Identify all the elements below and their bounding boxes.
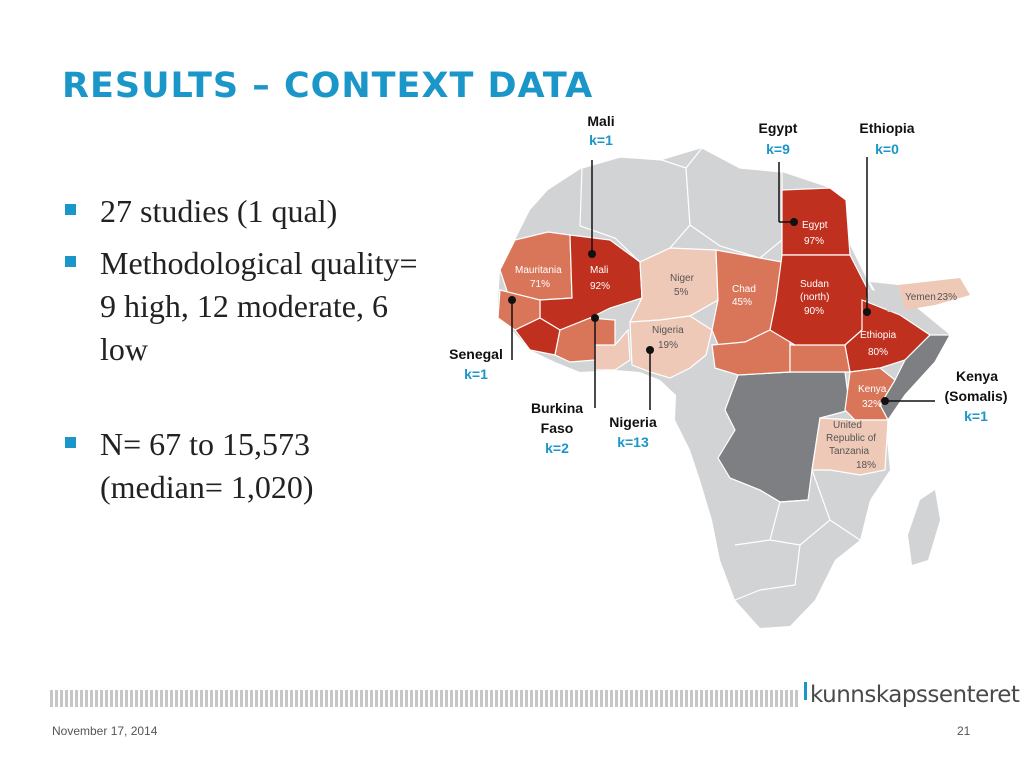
logo-bar-icon (804, 682, 807, 700)
callout-dot-kenya (881, 397, 889, 405)
callout-label-senegal: Senegal (449, 346, 503, 362)
callout-dot-mali (588, 250, 596, 258)
callout-label-ethiopia: Ethiopia (859, 120, 914, 136)
bullet-list: 27 studies (1 qual) Methodological quali… (62, 190, 422, 518)
bullet-item: N= 67 to 15,573 (median= 1,020) (62, 423, 422, 509)
callout-k-burkina-faso: k=2 (545, 440, 569, 456)
country-egypt (781, 187, 851, 256)
country-south-sudan (789, 344, 851, 373)
callout-dot-nigeria (646, 346, 654, 354)
country-arabia-partial (870, 282, 905, 312)
country-label: Kenya (858, 384, 887, 395)
callout-label-kenya: (Somalis) (944, 388, 1007, 404)
country-value: 90% (804, 306, 824, 317)
country-value: 23% (937, 292, 957, 303)
callout-label-nigeria: Nigeria (609, 414, 657, 430)
square-bullet-icon (65, 204, 76, 215)
footer-date: November 17, 2014 (52, 724, 158, 738)
page-number: 21 (957, 724, 971, 738)
country-value: 92% (590, 281, 610, 292)
footer-stripe (50, 690, 800, 707)
country-value: 97% (804, 236, 824, 247)
country-label: Niger (670, 273, 695, 284)
country-label: Republic of (826, 433, 876, 444)
country-kenya (844, 367, 896, 421)
country-label: Chad (732, 284, 756, 295)
country-value: 71% (530, 279, 550, 290)
callout-dot-burkina-faso (591, 314, 599, 322)
callout-label-burkina-faso: Burkina (531, 400, 583, 416)
country-label: Ethiopia (860, 330, 897, 341)
country-tanzania (811, 417, 889, 476)
callout-label-burkina-faso: Faso (541, 420, 574, 436)
country-algeria (579, 156, 691, 263)
bullet-item: 27 studies (1 qual) (62, 190, 422, 233)
logo: kunnskapssenteret (804, 682, 1020, 708)
callout-dot-ethiopia (863, 308, 871, 316)
bullet-item: Methodological quality= 9 high, 12 moder… (62, 242, 422, 371)
country-label: Yemen (905, 292, 936, 303)
callout-k-kenya: k=1 (964, 408, 988, 424)
country-label: (north) (800, 292, 829, 303)
country-yemen (898, 278, 970, 310)
country-value: 18% (856, 460, 876, 471)
callout-k-egypt: k=9 (766, 141, 790, 157)
callout-label-mali: Mali (587, 113, 614, 129)
callout-label-kenya: Kenya (956, 368, 998, 384)
country-value: 19% (658, 340, 678, 351)
country-value: 5% (674, 287, 689, 298)
slide-title: RESULTS – CONTEXT DATA (62, 66, 594, 106)
country-label: Nigeria (652, 325, 684, 336)
country-label: Tanzania (829, 446, 869, 457)
country-label: Sudan (800, 279, 829, 290)
country-value: 80% (868, 347, 888, 358)
southern-borders (729, 469, 861, 601)
callout-dots (508, 218, 889, 405)
square-bullet-icon (65, 437, 76, 448)
callout-k-mali: k=1 (589, 132, 613, 148)
callout-dot-senegal (508, 296, 516, 304)
country-madagascar (908, 490, 940, 565)
country-label: Mali (590, 265, 608, 276)
callout-k-ethiopia: k=0 (875, 141, 899, 157)
country-value: 32% (862, 399, 882, 410)
callout-lines (511, 157, 935, 410)
country-label: Mauritania (515, 265, 562, 276)
country-label: Egypt (802, 220, 828, 231)
callout-k-senegal: k=1 (464, 366, 488, 382)
country-value: 45% (732, 297, 752, 308)
callout-label-egypt: Egypt (759, 120, 798, 136)
country-label: United (833, 420, 862, 431)
callout-k-nigeria: k=13 (617, 434, 649, 450)
square-bullet-icon (65, 256, 76, 267)
